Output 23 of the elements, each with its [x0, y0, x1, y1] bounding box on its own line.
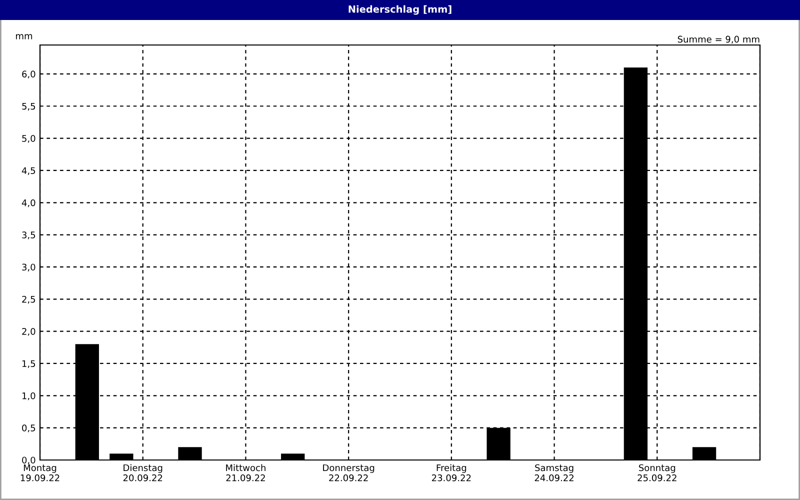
y-tick-label: 4,0 [22, 199, 36, 208]
x-tick-label: Montag 19.09.22 [20, 464, 60, 482]
y-tick-label: 1,0 [22, 392, 36, 400]
x-tick-label: Sonntag 25.09.22 [638, 464, 676, 482]
x-tick-label: Donnerstag 22.09.22 [323, 464, 374, 482]
chart-title: Niederschlag [mm] [348, 5, 452, 15]
y-tick-label: 3,5 [22, 232, 36, 240]
x-tick-label: Freitag 23.09.22 [432, 464, 471, 482]
y-tick-label: 6,0 [22, 70, 36, 78]
y-tick-label: 1,5 [22, 360, 36, 368]
y-tick-label: 0,5 [22, 424, 36, 432]
y-tick-label: 2,5 [22, 296, 36, 304]
y-tick-label: 0,0 [22, 456, 36, 464]
y-tick-label: 2,0 [22, 328, 36, 336]
text: Summe = 9,0 mm [678, 36, 760, 44]
y-tick-label: 5,5 [22, 102, 36, 111]
x-tick-label: Dienstag 20.09.22 [123, 464, 162, 482]
y-tick-label: 5,0 [22, 135, 36, 143]
y-axis-title: mm [16, 34, 32, 40]
x-tick-label: Mittwoch 21.09.22 [226, 464, 266, 482]
y-tick-label: 4,5 [22, 167, 36, 175]
x-tick-label: Samstag 24.09.22 [534, 464, 574, 482]
y-tick-label: 3,0 [22, 264, 36, 272]
